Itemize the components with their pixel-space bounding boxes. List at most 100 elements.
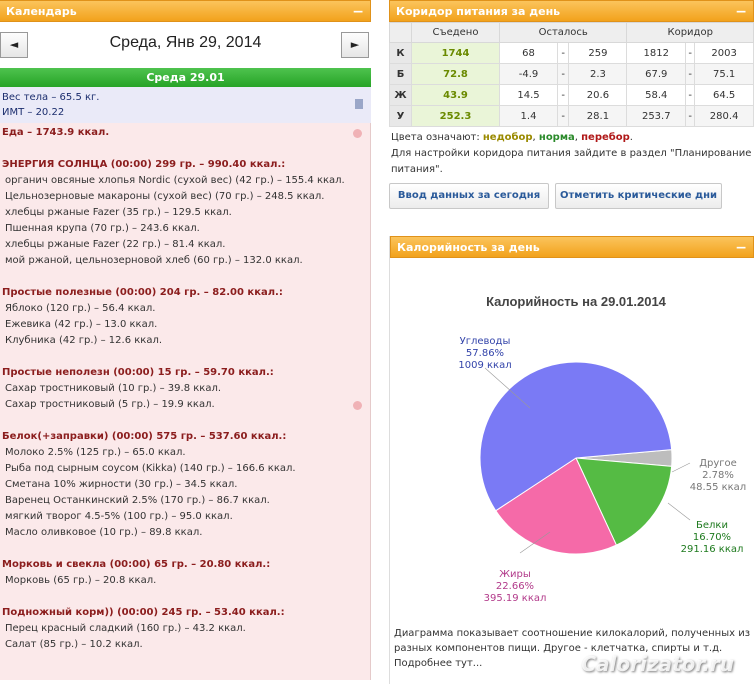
pie-slice-2 [575,457,673,546]
col-corridor: Коридор [626,22,754,43]
cell-left-to: 259 [568,42,628,64]
cell-left-from: 14.5 [499,84,558,106]
prev-day-button[interactable]: ◄ [0,32,28,58]
meal-item[interactable]: Перец красный сладкий (160 гр.) – 43.2 к… [5,623,246,634]
collapse-icon[interactable]: − [352,4,364,20]
table-row: Ж 43.9 14.5-20.6 58.4-64.5 [389,84,754,106]
chart-caption: Диаграмма показывает соотношение килокал… [390,622,754,675]
calendar-header[interactable]: Календарь − [0,0,371,22]
right-column: Коридор питания за день − Съедено Остало… [389,0,754,684]
legend-under: недобор [482,132,533,143]
cell-cor-from: 58.4 [626,84,687,106]
meal-item[interactable]: хлебцы ржаные Fazer (22 гр.) – 81.4 ккал… [5,239,226,250]
cell-eaten: 252.3 [411,105,500,127]
cell-left-to: 20.6 [568,84,628,106]
legend-norm: норма [538,132,575,143]
cell-eaten: 43.9 [411,84,500,106]
cell-cor-dash: - [685,105,696,127]
meal-item[interactable]: мой ржаной, цельнозерновой хлеб (60 гр.)… [5,255,303,266]
meal-item[interactable]: Молоко 2.5% (125 гр.) – 65.0 ккал. [5,447,186,458]
corridor-header[interactable]: Коридор питания за день − [389,0,754,22]
pie-slice-0 [479,361,673,512]
table-corner [389,22,412,43]
chart-title: Калорийность на 29.01.2014 [486,294,667,309]
meal-item[interactable]: Ежевика (42 гр.) – 13.0 ккал. [5,319,158,330]
table-row: К 1744 68-259 1812-2003 [389,42,754,64]
cell-label: К [389,42,412,64]
calories-title: Калорийность за день [397,241,540,254]
calories-panel: Калорийность за день − Калорийность на 2… [389,236,754,684]
color-legend: Цвета означают: недобор, норма, перебор. [391,132,633,143]
cell-cor-from: 1812 [626,42,687,64]
cell-cor-to: 75.1 [694,63,754,85]
pie-label-percent: 16.70% [693,532,731,543]
meal-item[interactable]: Сахар тростниковый (5 гр.) – 19.9 ккал. [5,399,215,410]
meal-item[interactable]: Морковь (65 гр.) – 20.8 ккал. [5,575,157,586]
weight-value: Вес тела – 65.5 кг. [2,92,100,103]
cell-cor-from: 67.9 [626,63,687,85]
leader-line [484,367,531,409]
cell-label: Б [389,63,412,85]
cell-cor-to: 280.4 [694,105,754,127]
hand-icon[interactable] [353,129,362,138]
meal-header[interactable]: Простые полезные (00:00) 204 гр. – 82.00… [2,287,283,298]
mark-critical-days-button[interactable]: Отметить критические дни [555,183,722,209]
calendar-panel: Календарь − ◄ Среда, Янв 29, 2014 ► Сред… [0,0,371,684]
meal-item[interactable]: органич овсяные хлопья Nordic (сухой вес… [5,175,345,186]
meal-item[interactable]: Масло оливковое (10 гр.) – 89.8 ккал. [5,527,203,538]
meal-item[interactable]: хлебцы ржаные Fazer (35 гр.) – 129.5 кка… [5,207,232,218]
more-link[interactable]: Подробнее тут... [394,658,483,669]
pie-label-kcal: 1009 ккал [458,360,511,371]
pie-label-name: Белки [696,520,728,531]
meal-header[interactable]: Белок(+заправки) (00:00) 575 гр. – 537.6… [2,431,287,442]
watermark-logo: Calorizator.ru [581,652,734,676]
cell-left-dash: - [556,105,570,127]
meal-header[interactable]: Морковь и свекла (00:00) 65 гр. – 20.80 … [2,559,271,570]
meal-item[interactable]: Салат (85 гр.) – 10.2 ккал. [5,639,143,650]
cell-cor-from: 253.7 [626,105,687,127]
pie-label-percent: 22.66% [496,581,534,592]
meal-item[interactable]: Яблоко (120 гр.) – 56.4 ккал. [5,303,156,314]
cell-eaten: 1744 [411,42,500,64]
corridor-table: Съедено Осталось Коридор К 1744 68-259 1812… [389,22,754,127]
hand-icon[interactable] [353,401,362,410]
meal-header[interactable]: Подножный корм)) (00:00) 245 гр. – 53.40… [2,607,285,618]
food-diary: Еда – 1743.9 ккал. ЭНЕРГИЯ СОЛНЦА (00:00… [0,123,371,680]
cell-left-dash: - [556,84,570,106]
pie-label-kcal: 48.55 ккал [690,482,746,493]
meal-header[interactable]: ЭНЕРГИЯ СОЛНЦА (00:00) 299 гр. – 990.40 … [2,159,286,170]
next-day-button[interactable]: ► [341,32,369,58]
meal-item[interactable]: Пшенная крупа (70 гр.) – 243.6 ккал. [5,223,200,234]
cell-left-from: 1.4 [499,105,558,127]
meal-header[interactable]: Простые неполезн (00:00) 15 гр. – 59.70 … [2,367,274,378]
calories-header[interactable]: Калорийность за день − [390,236,754,258]
day-bar[interactable]: Среда 29.01 [0,68,371,87]
cell-cor-dash: - [685,63,696,85]
cell-left-from: 68 [499,42,558,64]
trash-icon[interactable] [355,99,363,109]
collapse-icon[interactable]: − [735,4,747,20]
meal-item[interactable]: Варенец Останкинский 2.5% (170 гр.) – 86… [5,495,270,506]
table-header-row: Съедено Осталось Коридор [389,22,754,43]
meal-item[interactable]: мягкий творог 4.5-5% (100 гр.) – 95.0 кк… [5,511,233,522]
meal-item[interactable]: Сметана 10% жирности (30 гр.) – 34.5 кка… [5,479,238,490]
cell-cor-dash: - [685,84,696,106]
table-row: У 252.3 1.4-28.1 253.7-280.4 [389,105,754,127]
meal-item[interactable]: Сахар тростниковый (10 гр.) – 39.8 ккал. [5,383,222,394]
pie-label-kcal: 291.16 ккал [681,544,744,555]
meal-item[interactable]: Клубника (42 гр.) – 12.6 ккал. [5,335,163,346]
col-eaten: Съедено [411,22,500,43]
collapse-icon[interactable]: − [735,240,747,256]
cell-cor-to: 64.5 [694,84,754,106]
body-stats: Вес тела – 65.5 кг. ИМТ – 20.22 [0,87,371,123]
pie-chart: Калорийность на 29.01.2014 Другое2.78%48… [458,294,746,604]
meal-item[interactable]: Цельнозерновые макароны (сухой вес) (70 … [5,191,325,202]
leader-line [519,531,551,554]
corridor-buttons: Ввод данных за сегодня Отметить критичес… [389,183,754,211]
leader-line [671,462,691,473]
meal-item[interactable]: Рыба под сырным соусом (Kikka) (140 гр.)… [5,463,296,474]
pie-label-name: Другое [699,458,737,469]
corridor-hint: Для настройки коридора питания зайдите в… [391,148,752,175]
pie-label-kcal: 395.19 ккал [484,593,547,604]
enter-data-button[interactable]: Ввод данных за сегодня [389,183,549,209]
